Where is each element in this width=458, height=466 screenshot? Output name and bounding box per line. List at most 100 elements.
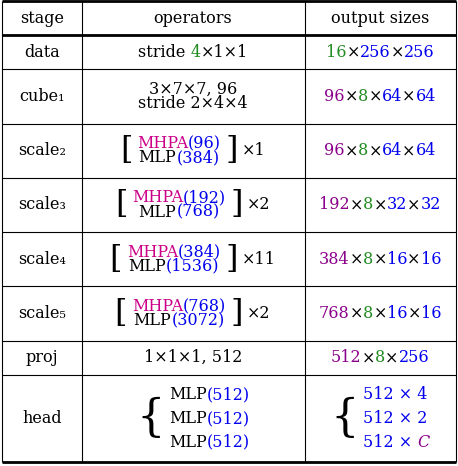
Text: 256: 256 bbox=[360, 44, 390, 61]
Text: ×: × bbox=[362, 349, 375, 366]
Text: {: { bbox=[136, 397, 165, 440]
Text: 32: 32 bbox=[387, 197, 407, 213]
Text: ]: ] bbox=[231, 190, 243, 220]
Text: MHPA: MHPA bbox=[132, 189, 183, 206]
Text: head: head bbox=[22, 410, 62, 427]
Text: ×1: ×1 bbox=[242, 142, 265, 159]
Text: (768): (768) bbox=[183, 298, 226, 315]
Text: (512): (512) bbox=[207, 386, 250, 404]
Text: ×: × bbox=[345, 142, 358, 159]
Text: scale₂: scale₂ bbox=[18, 142, 66, 159]
Text: (768): (768) bbox=[176, 204, 219, 220]
Text: data: data bbox=[24, 44, 60, 61]
Text: 384: 384 bbox=[319, 251, 350, 268]
Text: MLP: MLP bbox=[169, 410, 207, 427]
Text: 1×1×1, 512: 1×1×1, 512 bbox=[144, 349, 242, 366]
Text: 64: 64 bbox=[415, 88, 436, 105]
Text: stride 2×4×4: stride 2×4×4 bbox=[138, 95, 248, 112]
Text: ×: × bbox=[346, 44, 360, 61]
Text: 8: 8 bbox=[358, 142, 368, 159]
Text: 512 × 2: 512 × 2 bbox=[363, 410, 427, 427]
Text: ×: × bbox=[385, 349, 398, 366]
Text: 3×7×7, 96: 3×7×7, 96 bbox=[149, 81, 237, 98]
Text: (1536): (1536) bbox=[166, 258, 219, 275]
Text: (96): (96) bbox=[188, 135, 221, 152]
Text: stage: stage bbox=[20, 9, 64, 27]
Text: 16: 16 bbox=[421, 305, 441, 322]
Text: MHPA: MHPA bbox=[127, 244, 178, 260]
Text: MHPA: MHPA bbox=[132, 298, 183, 315]
Text: ×: × bbox=[407, 197, 420, 213]
Text: {: { bbox=[331, 397, 360, 440]
Text: ×2: ×2 bbox=[247, 305, 270, 322]
Text: ×: × bbox=[368, 142, 382, 159]
Text: 512 × 4: 512 × 4 bbox=[363, 386, 427, 404]
Text: 16: 16 bbox=[387, 251, 407, 268]
Text: MLP: MLP bbox=[169, 386, 207, 404]
Text: ×: × bbox=[402, 88, 415, 105]
Text: 8: 8 bbox=[363, 197, 374, 213]
Text: 64: 64 bbox=[415, 142, 436, 159]
Text: MLP: MLP bbox=[138, 204, 176, 220]
Text: (512): (512) bbox=[207, 410, 250, 427]
Text: 96: 96 bbox=[324, 88, 345, 105]
Text: [: [ bbox=[115, 298, 127, 329]
Text: ×: × bbox=[407, 251, 420, 268]
Text: ×: × bbox=[345, 88, 358, 105]
Text: 8: 8 bbox=[358, 88, 368, 105]
Text: (384): (384) bbox=[178, 244, 221, 260]
Text: [: [ bbox=[115, 190, 127, 220]
Text: 8: 8 bbox=[375, 349, 385, 366]
Text: ]: ] bbox=[226, 135, 238, 166]
Text: ×: × bbox=[402, 142, 415, 159]
Text: ×2: ×2 bbox=[247, 197, 270, 213]
Text: MLP: MLP bbox=[138, 149, 176, 166]
Text: MLP: MLP bbox=[128, 258, 166, 275]
Text: ]: ] bbox=[231, 298, 243, 329]
Text: 96: 96 bbox=[324, 142, 345, 159]
Text: 32: 32 bbox=[420, 197, 441, 213]
Text: [: [ bbox=[109, 244, 122, 275]
Text: ×: × bbox=[390, 44, 404, 61]
Text: cube₁: cube₁ bbox=[19, 88, 65, 105]
Text: (192): (192) bbox=[183, 189, 226, 206]
Text: MLP: MLP bbox=[134, 312, 171, 329]
Text: scale₄: scale₄ bbox=[18, 251, 66, 268]
Text: 192: 192 bbox=[319, 197, 350, 213]
Text: 256: 256 bbox=[404, 44, 434, 61]
Text: 16: 16 bbox=[420, 251, 441, 268]
Text: 512 ×: 512 × bbox=[363, 434, 417, 451]
Text: ×: × bbox=[350, 197, 363, 213]
Text: output sizes: output sizes bbox=[331, 9, 429, 27]
Text: operators: operators bbox=[154, 9, 232, 27]
Text: 256: 256 bbox=[398, 349, 429, 366]
Text: proj: proj bbox=[26, 349, 58, 366]
Text: ×: × bbox=[350, 305, 363, 322]
Text: 512: 512 bbox=[331, 349, 362, 366]
Text: 8: 8 bbox=[363, 305, 373, 322]
Text: 16: 16 bbox=[326, 44, 346, 61]
Text: ×: × bbox=[368, 88, 382, 105]
Text: ×: × bbox=[407, 305, 421, 322]
Text: stride: stride bbox=[138, 44, 191, 61]
Text: ×: × bbox=[374, 197, 387, 213]
Text: ]: ] bbox=[225, 244, 238, 275]
Text: (512): (512) bbox=[207, 434, 250, 451]
Text: MHPA: MHPA bbox=[137, 135, 188, 152]
Text: ×11: ×11 bbox=[242, 251, 276, 268]
Text: ×: × bbox=[350, 251, 363, 268]
Text: (3072): (3072) bbox=[171, 312, 224, 329]
Text: [: [ bbox=[120, 135, 132, 166]
Text: ×: × bbox=[373, 305, 387, 322]
Text: C: C bbox=[417, 434, 430, 451]
Text: ×1×1: ×1×1 bbox=[201, 44, 248, 61]
Text: 64: 64 bbox=[382, 142, 402, 159]
Text: 768: 768 bbox=[319, 305, 350, 322]
Text: scale₃: scale₃ bbox=[18, 197, 66, 213]
Text: (384): (384) bbox=[176, 149, 219, 166]
Text: 64: 64 bbox=[382, 88, 402, 105]
Text: ×: × bbox=[373, 251, 387, 268]
Text: 8: 8 bbox=[363, 251, 373, 268]
Text: 16: 16 bbox=[387, 305, 407, 322]
Text: MLP: MLP bbox=[169, 434, 207, 451]
